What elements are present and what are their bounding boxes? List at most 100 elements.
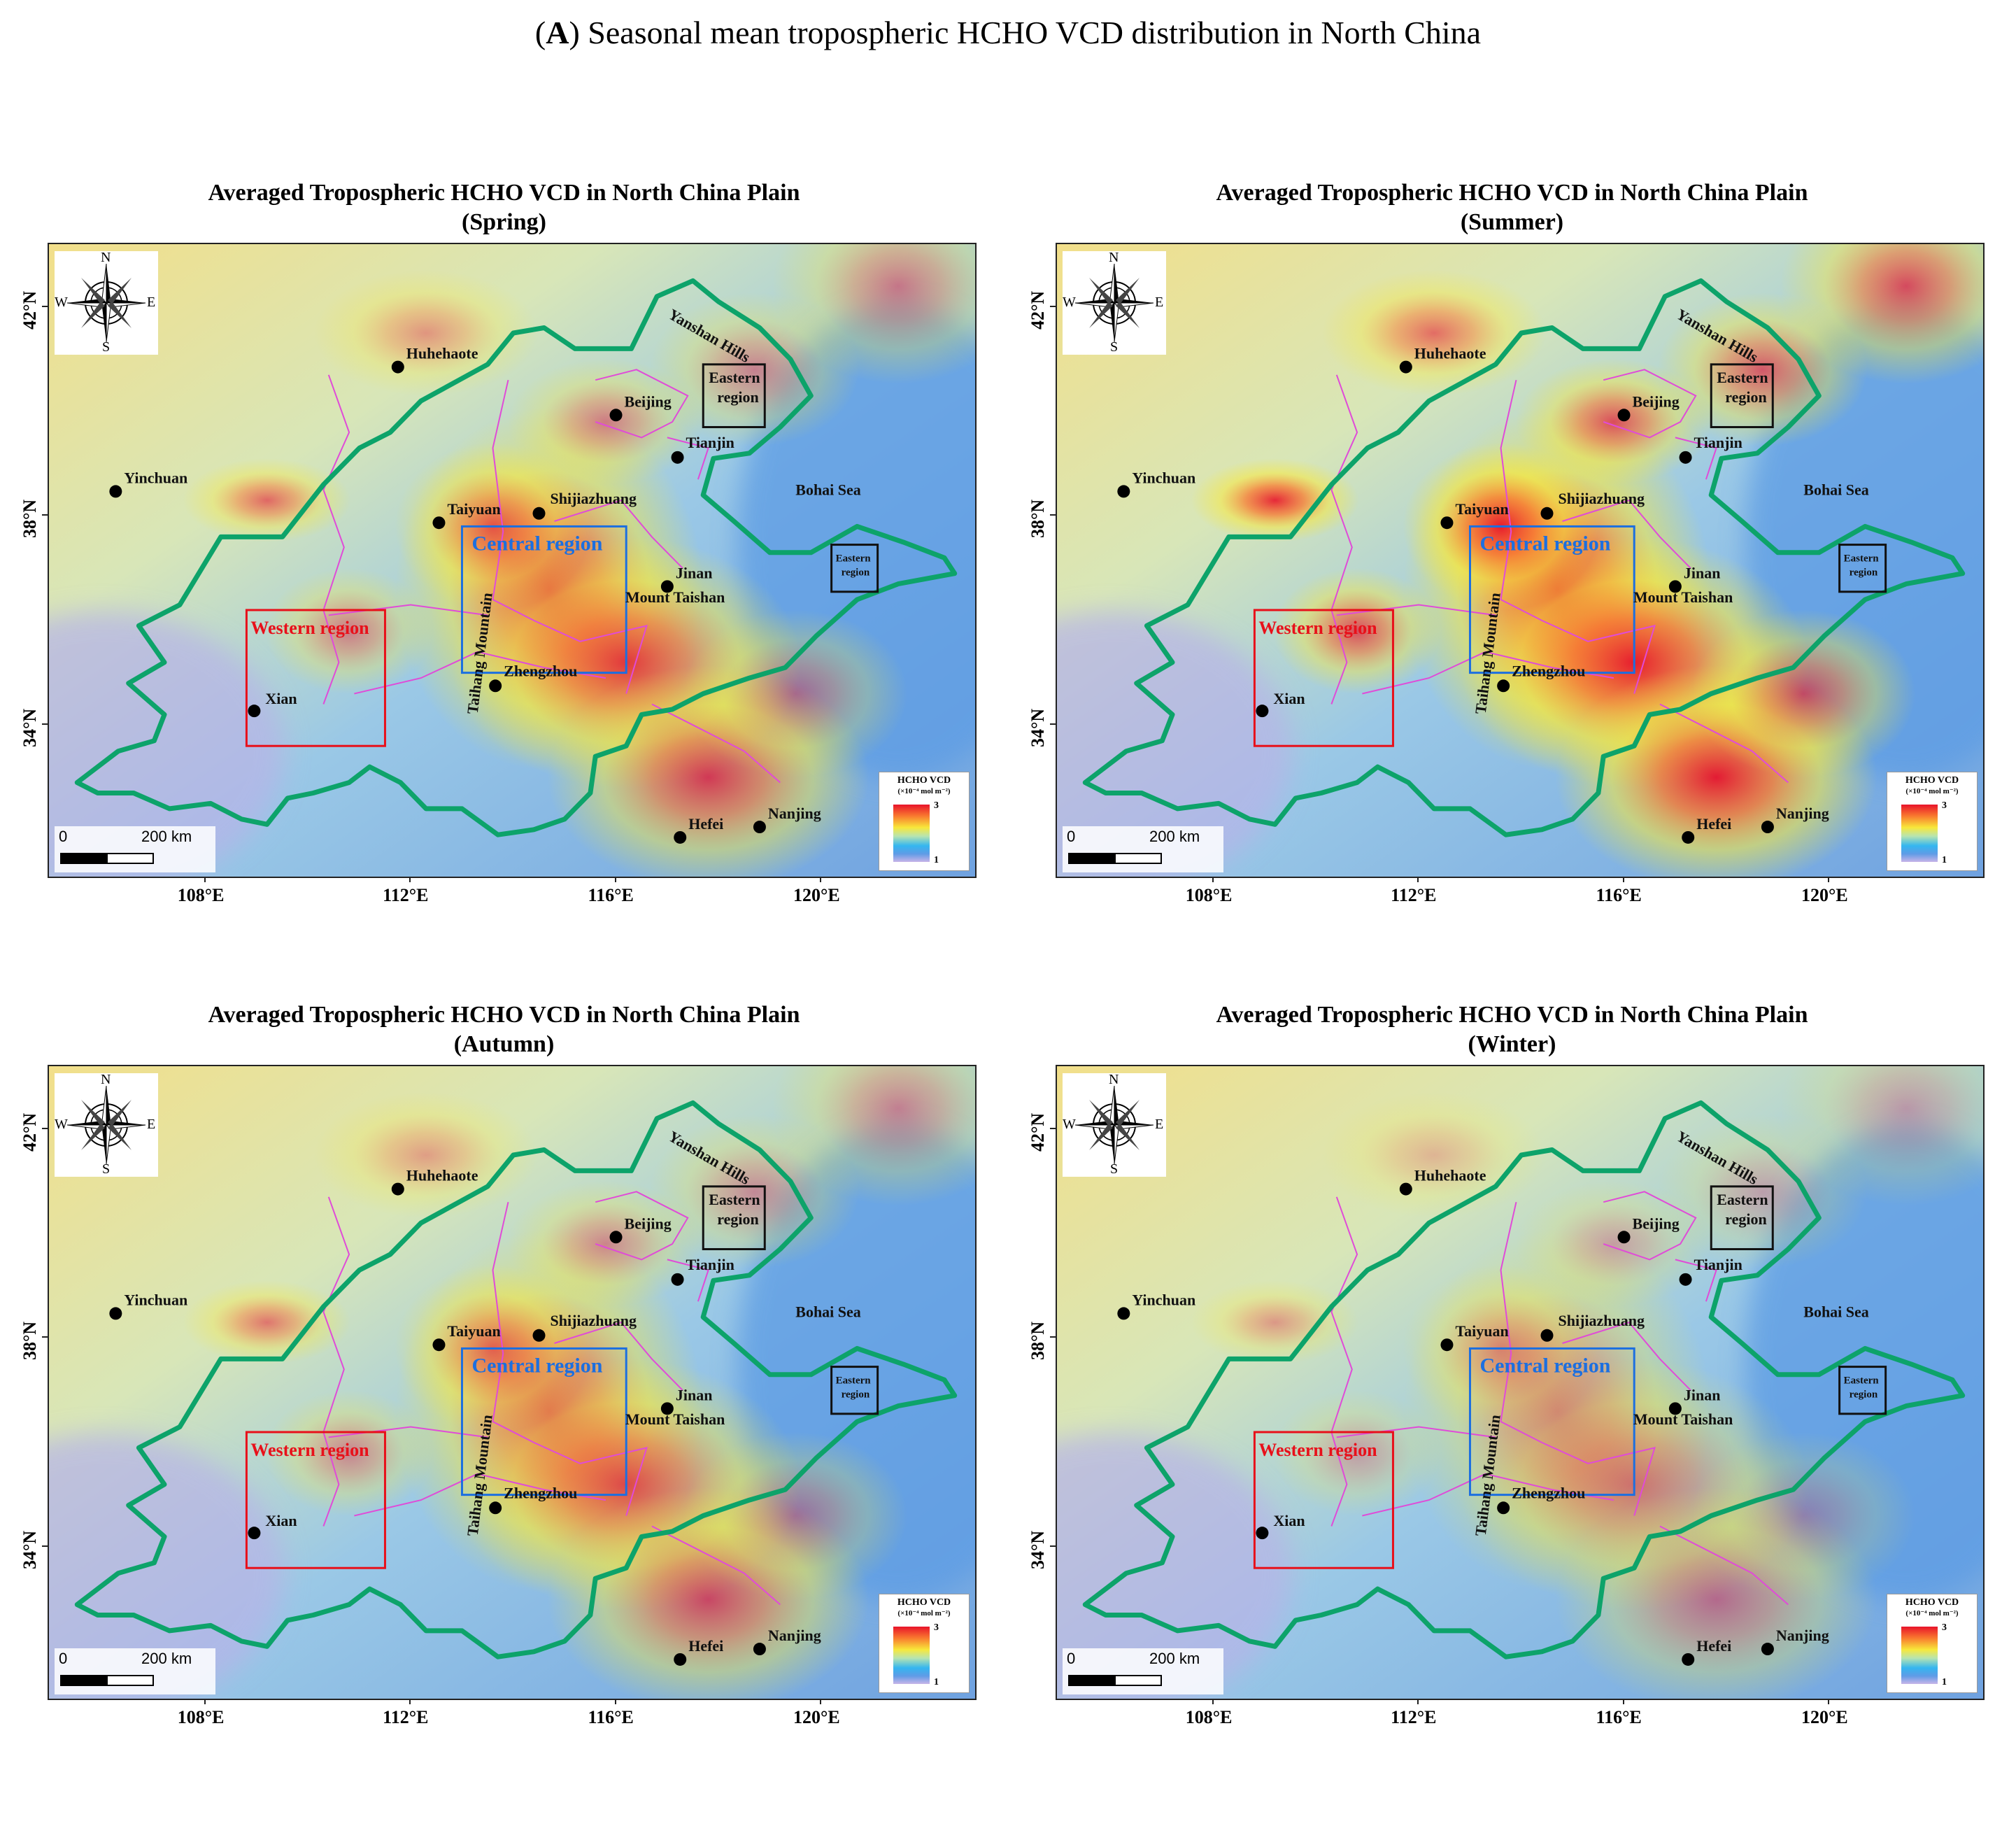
latitude-tick — [1050, 1336, 1056, 1338]
longitude-tick-label: 116°E — [1596, 885, 1642, 905]
compass-rose-icon: N S W E — [55, 250, 158, 355]
compass-s: S — [102, 339, 111, 355]
central-region-label: Central region — [1479, 532, 1610, 555]
province-line — [1362, 651, 1614, 695]
scale-bar: 0 200 km — [55, 826, 215, 872]
city-marker — [1399, 1182, 1412, 1196]
scale-segment-black — [1068, 1675, 1116, 1686]
scale-zero: 0 — [59, 828, 68, 845]
city-label: Beijing — [625, 392, 672, 410]
color-legend: HCHO VCD (×10⁻⁴ mol m⁻²) 3 1 — [879, 1594, 970, 1693]
color-legend: HCHO VCD (×10⁻⁴ mol m⁻²) 3 1 — [1887, 1594, 1978, 1693]
province-line — [492, 379, 648, 694]
city-marker — [1440, 516, 1454, 530]
city-marker — [1617, 409, 1631, 422]
province-line — [554, 499, 683, 569]
city-marker — [1682, 1652, 1695, 1666]
eastern-region-box-south — [830, 544, 879, 593]
color-legend: HCHO VCD (×10⁻⁴ mol m⁻²) 3 1 — [1887, 772, 1978, 871]
compass-rose-icon: N S W E — [1063, 250, 1166, 355]
longitude-tick-label: 120°E — [1801, 885, 1848, 905]
city-marker — [1682, 830, 1695, 844]
city-label: Hefei — [1696, 1637, 1731, 1655]
panel-title-line: Averaged Tropospheric HCHO VCD in North … — [208, 1002, 800, 1028]
legend-unit: (×10⁻⁴ mol m⁻²) — [897, 787, 951, 795]
city-label: Nanjing — [768, 1627, 821, 1644]
map-panel: Averaged Tropospheric HCHO VCD in North … — [1008, 178, 2016, 1004]
caption-close: ) — [569, 15, 580, 50]
color-legend: HCHO VCD (×10⁻⁴ mol m⁻²) 3 1 — [879, 772, 970, 871]
compass-n: N — [1109, 250, 1119, 265]
city-marker — [1668, 1402, 1682, 1415]
map-frame[interactable]: Central region Western region Eastern regio… — [48, 243, 977, 878]
hcho-hotspot — [683, 1431, 908, 1600]
city-label: Taiyuan — [447, 500, 500, 518]
map-frame[interactable]: Central region Western region Eastern regio… — [1056, 243, 1985, 878]
longitude-tick-label: 112°E — [1391, 1707, 1437, 1727]
legend-max: 3 — [934, 800, 939, 811]
map-canvas: Central region Western region Eastern regio… — [49, 244, 975, 877]
city-label: Nanjing — [768, 805, 821, 822]
province-line — [651, 1525, 781, 1606]
mount-taishan-label: Mount Taishan — [625, 588, 725, 606]
city-label: Huhehaote — [406, 1167, 478, 1184]
latitude-tick-label: 34°N — [20, 1531, 40, 1570]
city-marker — [248, 1527, 261, 1540]
map-panel: Averaged Tropospheric HCHO VCD in North … — [0, 1000, 1008, 1826]
longitude-tick — [409, 877, 411, 882]
city-marker — [671, 1273, 684, 1286]
hcho-hotspot — [1691, 1431, 1916, 1600]
province-line — [651, 703, 781, 784]
central-region-label: Central region — [471, 532, 602, 555]
eastern-region-label: Eastern — [1844, 1375, 1880, 1387]
map-panel: Averaged Tropospheric HCHO VCD in North … — [1008, 1000, 2016, 1826]
city-marker — [1399, 360, 1412, 374]
city-marker — [1497, 1501, 1510, 1515]
province-lines — [1330, 1191, 1789, 1606]
scale-segment-white — [1114, 1675, 1162, 1686]
city-label: Xian — [1273, 1512, 1305, 1529]
city-label: Zhengzhou — [1512, 662, 1585, 679]
province-line — [1562, 499, 1691, 569]
province-line — [1330, 374, 1358, 705]
latitude-tick-label: 38°N — [20, 1322, 40, 1361]
city-marker — [660, 1402, 674, 1415]
legend-title: HCHO VCD — [897, 775, 951, 786]
mount-taishan-label: Mount Taishan — [1633, 588, 1733, 606]
legend-min: 1 — [934, 1677, 939, 1687]
panel-letter: A — [546, 15, 569, 50]
longitude-tick-label: 116°E — [588, 1707, 634, 1727]
city-label: Nanjing — [1776, 805, 1829, 822]
western-region-label: Western region — [250, 1440, 369, 1460]
central-region-label: Central region — [471, 1354, 602, 1377]
eastern-region-label: Eastern — [1717, 369, 1768, 386]
longitude-tick — [1212, 877, 1214, 882]
legend-unit: (×10⁻⁴ mol m⁻²) — [1905, 787, 1959, 795]
city-marker — [1617, 1231, 1631, 1244]
city-marker — [671, 451, 684, 464]
longitude-tick-label: 116°E — [588, 885, 634, 905]
bohai-sea-label: Bohai Sea — [795, 1303, 861, 1321]
hcho-hotspot — [1780, 244, 1983, 384]
city-marker — [391, 360, 404, 374]
map-frame[interactable]: Central region Western region Eastern regio… — [48, 1065, 977, 1700]
compass-n: N — [1109, 1072, 1119, 1087]
eastern-region-box-south — [1838, 1366, 1887, 1415]
map-frame[interactable]: Central region Western region Eastern regio… — [1056, 1065, 1985, 1700]
compass-rose-icon: N S W E — [55, 1072, 158, 1177]
bohai-sea-label: Bohai Sea — [795, 481, 861, 499]
scale-segment-white — [1114, 853, 1162, 864]
city-label: Beijing — [1633, 392, 1680, 410]
latitude-tick-label: 38°N — [1028, 1322, 1048, 1361]
latitude-tick — [42, 723, 48, 726]
province-line — [667, 1259, 709, 1302]
eastern-region-box-north — [1710, 1185, 1774, 1250]
scale-zero: 0 — [59, 1650, 68, 1667]
map-panel: Averaged Tropospheric HCHO VCD in North … — [0, 178, 1008, 1004]
scale-segment-black — [60, 1675, 108, 1686]
compass-s: S — [102, 1161, 111, 1177]
latitude-tick — [42, 1127, 48, 1129]
legend-max: 3 — [1942, 800, 1947, 811]
scale-distance: 200 km — [141, 828, 192, 845]
province-line — [1603, 1191, 1697, 1261]
